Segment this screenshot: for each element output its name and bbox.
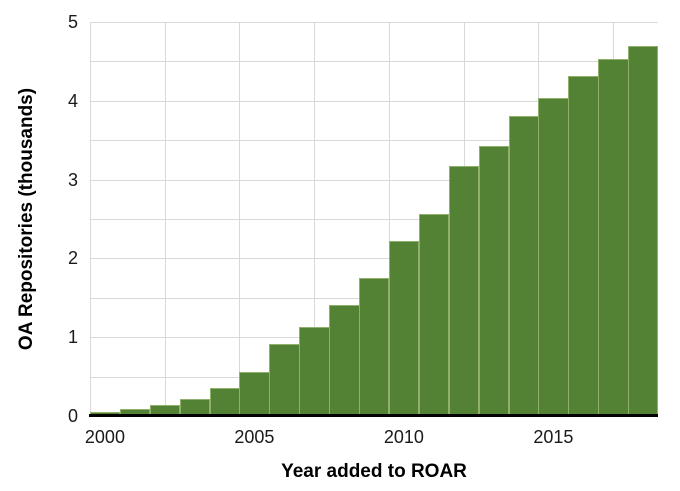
vertical-gridline bbox=[239, 22, 241, 416]
bar-2011 bbox=[418, 214, 450, 416]
bar-2009 bbox=[359, 278, 390, 416]
horizontal-gridline bbox=[90, 258, 658, 260]
bar-2017 bbox=[598, 59, 629, 416]
horizontal-gridline bbox=[90, 100, 658, 102]
bar-2006 bbox=[269, 344, 300, 416]
bar-2003 bbox=[179, 399, 211, 416]
y-tick-label-5: 5 bbox=[67, 12, 78, 32]
horizontal-gridline bbox=[90, 22, 658, 23]
horizontal-gridline bbox=[90, 179, 658, 181]
bar-2008 bbox=[329, 304, 360, 416]
x-tick-label-2000: 2000 bbox=[84, 427, 125, 447]
bar-2013 bbox=[478, 145, 510, 416]
plot-area bbox=[90, 22, 659, 416]
x-axis-line bbox=[89, 414, 658, 417]
y-tick-label-2: 2 bbox=[67, 248, 78, 269]
y-tick-label-4: 4 bbox=[67, 90, 78, 111]
bar-2012 bbox=[448, 166, 480, 416]
x-tick-label-2015: 2015 bbox=[533, 427, 574, 447]
bar-2004 bbox=[209, 388, 240, 416]
bar-2005 bbox=[239, 371, 270, 416]
y-axis-title: OA Repositories (thousands) bbox=[16, 87, 37, 351]
y-tick-label-3: 3 bbox=[67, 169, 78, 190]
vertical-gridline bbox=[90, 22, 91, 416]
bar-2018 bbox=[628, 45, 659, 416]
bar-2016 bbox=[568, 76, 599, 416]
vertical-gridline bbox=[164, 22, 166, 416]
bar-2014 bbox=[508, 115, 539, 416]
horizontal-gridline bbox=[90, 140, 658, 142]
bar-2001 bbox=[119, 408, 151, 416]
bar-2007 bbox=[299, 326, 330, 416]
bar-2015 bbox=[538, 97, 569, 416]
vertical-gridline bbox=[314, 22, 316, 416]
bar-2010 bbox=[388, 241, 420, 416]
horizontal-gridline bbox=[90, 61, 658, 63]
y-tick-label-1: 1 bbox=[67, 327, 78, 348]
horizontal-gridline bbox=[90, 219, 658, 220]
y-tick-label-0: 0 bbox=[67, 406, 78, 426]
x-axis-title: Year added to ROAR bbox=[281, 461, 467, 482]
bar-2002 bbox=[149, 404, 181, 416]
x-tick-label-2010: 2010 bbox=[383, 427, 424, 447]
vertical-gridline bbox=[388, 22, 390, 416]
x-tick-label-2005: 2005 bbox=[234, 427, 275, 447]
